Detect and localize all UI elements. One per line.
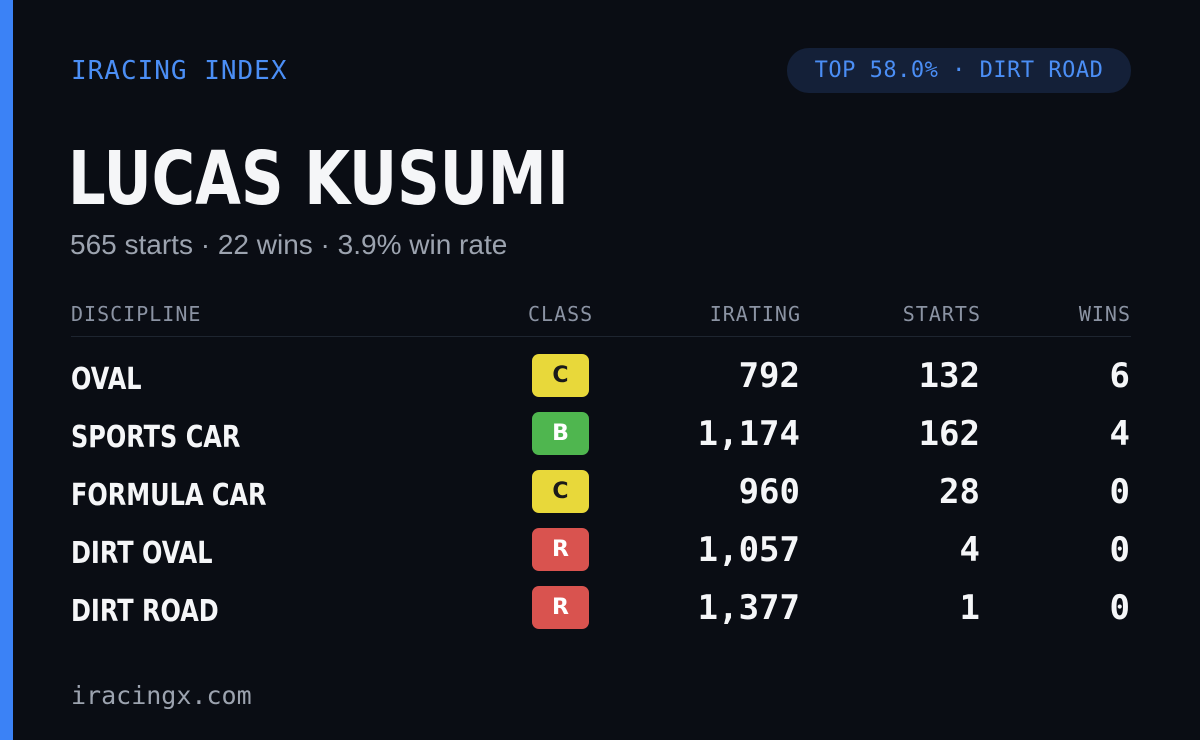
discipline-name: FORMULA CAR (71, 478, 267, 513)
header-divider (71, 336, 1131, 337)
table-row: SPORTS CAR B 1,174 162 4 (71, 410, 1131, 468)
table-row: DIRT ROAD R 1,377 1 0 (71, 584, 1131, 642)
table-row: FORMULA CAR C 960 28 0 (71, 468, 1131, 526)
header-irating: IRATING (709, 302, 801, 326)
footer-domain: iracingx.com (71, 681, 252, 710)
irating-value: 1,057 (697, 530, 800, 570)
license-class-badge: R (532, 528, 589, 571)
table-header: DISCIPLINE CLASS IRATING STARTS WINS (71, 302, 1131, 328)
wins-value: 0 (1109, 472, 1130, 512)
starts-value: 28 (939, 472, 980, 512)
accent-bar (0, 0, 13, 740)
header-class: CLASS (528, 302, 594, 326)
license-class-badge: R (532, 586, 589, 629)
irating-value: 960 (738, 472, 800, 512)
discipline-name: OVAL (71, 362, 142, 397)
header-starts: STARTS (902, 302, 981, 326)
header-wins: WINS (1078, 302, 1131, 326)
starts-value: 162 (918, 414, 980, 454)
table-row: OVAL C 792 132 6 (71, 352, 1131, 410)
discipline-name: DIRT OVAL (71, 536, 213, 571)
starts-value: 132 (918, 356, 980, 396)
wins-value: 4 (1109, 414, 1130, 454)
header-discipline: DISCIPLINE (71, 302, 202, 326)
license-class-badge: C (532, 470, 589, 513)
irating-value: 1,174 (697, 414, 800, 454)
wins-value: 6 (1109, 356, 1130, 396)
driver-name: LUCAS KUSUMI (68, 136, 569, 222)
starts-value: 4 (959, 530, 980, 570)
license-class-badge: B (532, 412, 589, 455)
discipline-name: SPORTS CAR (71, 420, 241, 455)
irating-value: 1,377 (697, 588, 800, 628)
percentile-badge: TOP 58.0% · DIRT ROAD (787, 48, 1131, 93)
starts-value: 1 (959, 588, 980, 628)
wins-value: 0 (1109, 530, 1130, 570)
discipline-table: OVAL C 792 132 6 SPORTS CAR B 1,174 162 4 FORMULA … (71, 352, 1131, 642)
driver-summary: 565 starts · 22 wins · 3.9% win rate (70, 229, 508, 260)
discipline-name: DIRT ROAD (71, 594, 219, 629)
irating-value: 792 (738, 356, 800, 396)
wins-value: 0 (1109, 588, 1130, 628)
brand-title: IRACING INDEX (71, 56, 288, 86)
table-row: DIRT OVAL R 1,057 4 0 (71, 526, 1131, 584)
license-class-badge: C (532, 354, 589, 397)
